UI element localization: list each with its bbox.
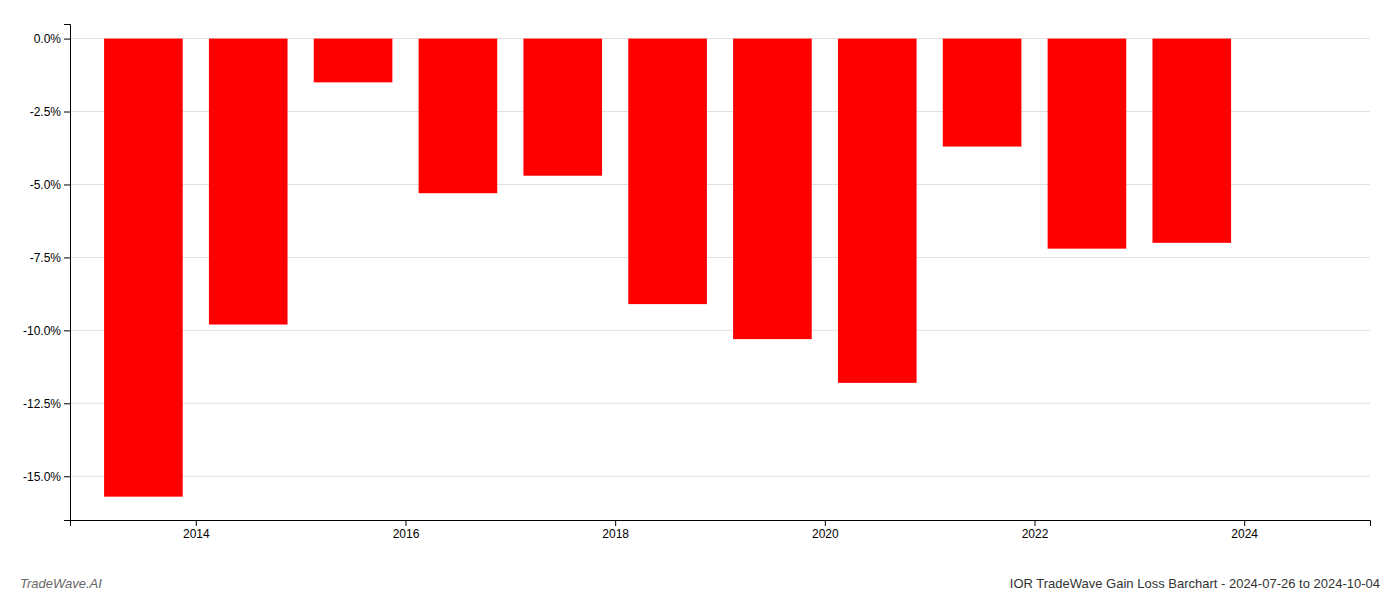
grid <box>70 39 1370 477</box>
bar <box>523 39 602 176</box>
bars <box>104 39 1231 497</box>
bar <box>733 39 812 340</box>
x-tick-label: 2014 <box>183 527 210 541</box>
bar <box>419 39 498 194</box>
y-tick: -10.0% <box>23 324 70 338</box>
y-tick-label: 0.0% <box>34 32 62 46</box>
x-tick-mark <box>825 520 826 526</box>
grid-line <box>70 330 1370 331</box>
watermark: TradeWave.AI <box>20 576 102 591</box>
grid-line <box>70 403 1370 404</box>
x-tick-mark <box>1035 520 1036 526</box>
bar <box>628 39 707 305</box>
x-tick: 2016 <box>393 520 420 541</box>
y-axis-line <box>64 25 71 521</box>
y-tick: -2.5% <box>30 105 70 119</box>
bar <box>209 39 288 325</box>
y-tick-mark <box>64 39 70 40</box>
y-tick: -5.0% <box>30 178 70 192</box>
chart: 2014 2016 2018 2020 2022 2024 0.0% -2.5% -5.0% -7… <box>0 0 1400 600</box>
y-tick-mark <box>64 403 70 404</box>
x-tick: 2024 <box>1231 520 1258 541</box>
y-tick-label: -12.5% <box>23 397 61 411</box>
title: IOR TradeWave Gain Loss Barchart - 2024-… <box>1010 576 1380 591</box>
y-tick-mark <box>64 257 70 258</box>
x-tick-mark <box>1244 520 1245 526</box>
y-tick: 0.0% <box>34 32 70 46</box>
x-tick: 2014 <box>183 520 210 541</box>
x-tick-mark <box>196 520 197 526</box>
x-tick: 2022 <box>1022 520 1049 541</box>
bar <box>104 39 183 497</box>
bar <box>1152 39 1231 243</box>
y-tick-label: -10.0% <box>23 324 61 338</box>
y-tick-label: -7.5% <box>30 251 62 265</box>
y-tick-label: -2.5% <box>30 105 62 119</box>
y-tick-label: -5.0% <box>30 178 62 192</box>
x-tick-label: 2018 <box>602 527 629 541</box>
x-tick: 2020 <box>812 520 839 541</box>
x-tick-mark <box>615 520 616 526</box>
y-axis: 0.0% -2.5% -5.0% -7.5% -10.0% -12.5% -15.0% <box>23 25 71 521</box>
x-tick-label: 2022 <box>1022 527 1049 541</box>
bar <box>838 39 917 383</box>
y-tick-label: -15.0% <box>23 470 61 484</box>
plot: 2014 2016 2018 2020 2022 2024 0.0% -2.5% -5.0% -7… <box>23 25 1371 541</box>
x-tick-mark <box>405 520 406 526</box>
x-tick: 2018 <box>602 520 629 541</box>
x-tick-label: 2016 <box>393 527 420 541</box>
y-tick-mark <box>64 184 70 185</box>
y-tick-mark <box>64 112 70 113</box>
y-tick-mark <box>64 330 70 331</box>
bar <box>943 39 1022 147</box>
y-tick: -7.5% <box>30 251 70 265</box>
y-tick-mark <box>64 476 70 477</box>
bar <box>1048 39 1127 249</box>
grid-line <box>70 476 1370 477</box>
y-tick: -15.0% <box>23 470 70 484</box>
texts: TradeWave.AI IOR TradeWave Gain Loss Barc… <box>20 576 1380 591</box>
x-axis-line <box>71 521 1371 527</box>
x-tick-label: 2020 <box>812 527 839 541</box>
y-tick: -12.5% <box>23 397 70 411</box>
x-tick-label: 2024 <box>1231 527 1258 541</box>
bar <box>314 39 393 83</box>
x-axis: 2014 2016 2018 2020 2022 2024 <box>71 520 1371 541</box>
